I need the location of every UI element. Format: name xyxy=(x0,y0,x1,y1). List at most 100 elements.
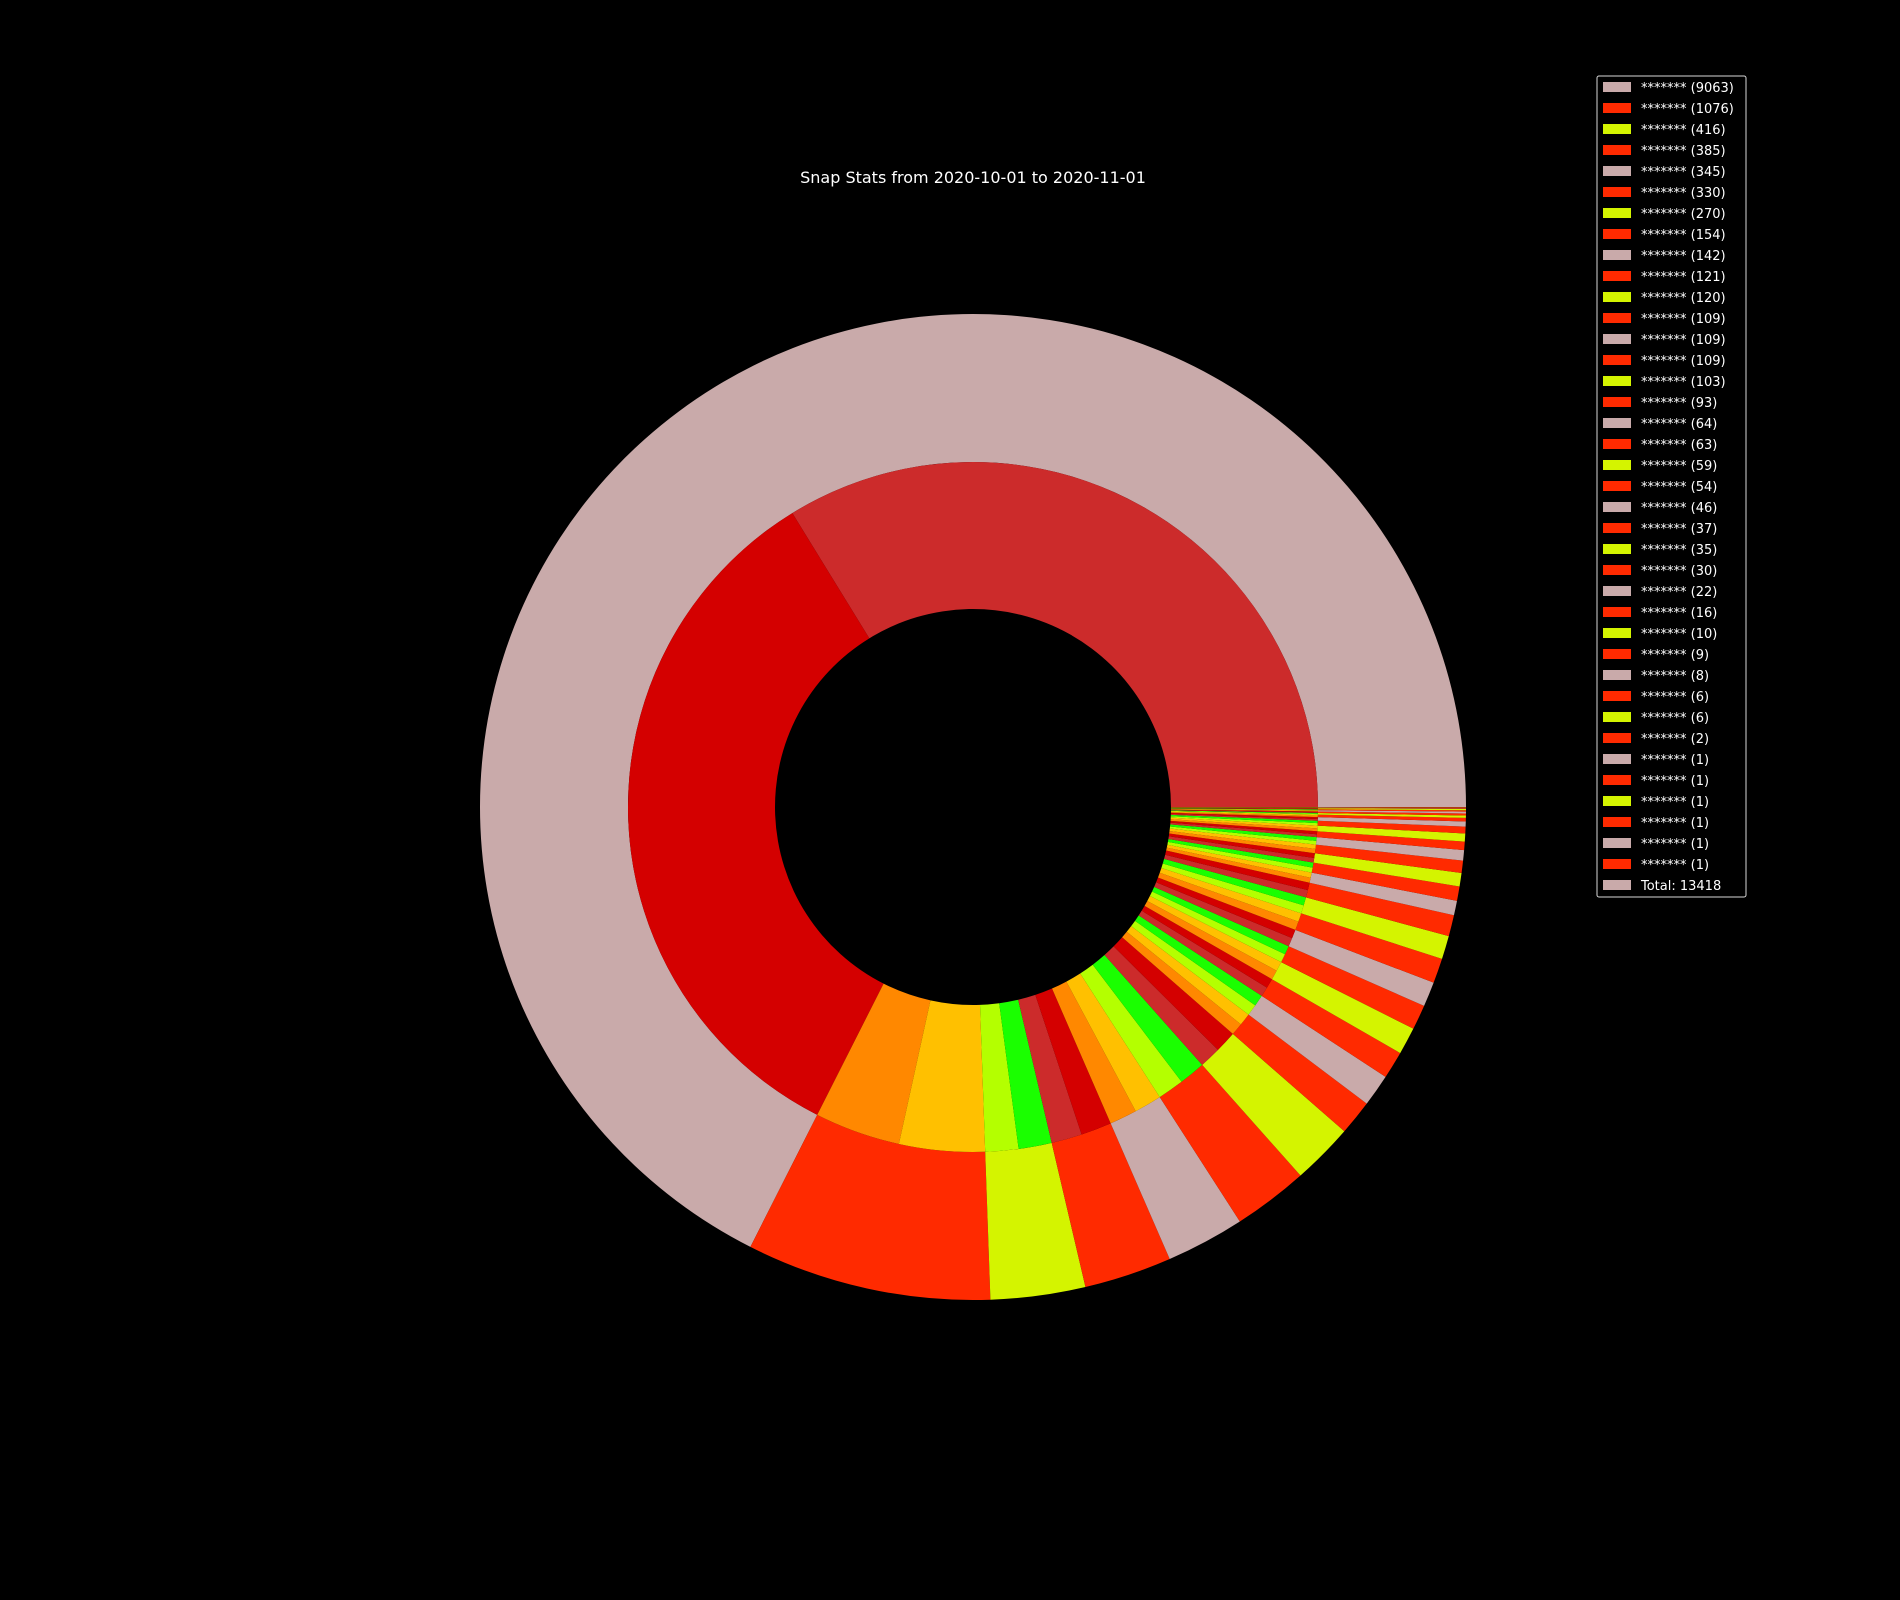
inner-slice xyxy=(1126,926,1249,1025)
inner-slice xyxy=(1170,807,1318,809)
legend-swatch xyxy=(1603,208,1631,218)
inner-slice xyxy=(1104,946,1219,1065)
legend-items: ******* (9063) ******* (1076) ******* (416… xyxy=(1603,81,1734,894)
legend-label: ******* (385) xyxy=(1641,144,1726,159)
legend-swatch xyxy=(1603,880,1631,890)
inner-slice xyxy=(1170,808,1318,810)
legend-swatch xyxy=(1603,481,1631,491)
legend-swatch xyxy=(1603,733,1631,743)
inner-slice xyxy=(1170,809,1318,812)
legend-label: ******* (93) xyxy=(1641,396,1717,411)
inner-slice xyxy=(1166,844,1312,878)
inner-slice xyxy=(1170,810,1318,814)
legend-label: ******* (63) xyxy=(1641,438,1717,453)
inner-slice xyxy=(1170,817,1318,829)
legend-label: ******* (109) xyxy=(1641,354,1726,369)
outer-slice xyxy=(1051,1123,1170,1288)
inner-slice xyxy=(1158,872,1299,930)
inner-slice xyxy=(1092,955,1203,1082)
legend-swatch xyxy=(1603,586,1631,596)
outer-slice xyxy=(1317,811,1466,816)
outer-slice xyxy=(1317,808,1466,811)
outer-slice xyxy=(985,1142,1086,1300)
legend-label: ******* (6) xyxy=(1641,711,1709,726)
legend-label: ******* (22) xyxy=(1641,585,1717,600)
legend-label: ******* (35) xyxy=(1641,543,1717,558)
inner-slice xyxy=(1066,973,1160,1112)
legend-label: ******* (103) xyxy=(1641,375,1726,390)
inner-slice xyxy=(1147,896,1282,971)
inner-slice xyxy=(1169,828,1316,849)
inner-slice xyxy=(817,983,931,1144)
legend-swatch xyxy=(1603,523,1631,533)
inner-slice xyxy=(1170,808,1318,811)
legend-label: ******* (1076) xyxy=(1641,102,1734,117)
outer-slice xyxy=(1315,837,1465,861)
legend-label: ******* (30) xyxy=(1641,564,1717,579)
inner-slice xyxy=(1138,910,1267,996)
legend-swatch xyxy=(1603,271,1631,281)
chart-title: Snap Stats from 2020-10-01 to 2020-11-01 xyxy=(800,168,1146,187)
legend-swatch xyxy=(1603,670,1631,680)
inner-slice xyxy=(1170,808,1318,811)
inner-slice xyxy=(1144,900,1277,980)
outer-slice xyxy=(1314,844,1464,874)
legend-label: ******* (1) xyxy=(1641,816,1709,831)
legend-label: ******* (330) xyxy=(1641,186,1726,201)
legend-swatch xyxy=(1603,229,1631,239)
inner-slice xyxy=(1162,858,1306,906)
legend-label: ******* (46) xyxy=(1641,501,1717,516)
legend-swatch xyxy=(1603,397,1631,407)
inner-slice xyxy=(1170,809,1318,813)
inner-slice xyxy=(1170,807,1318,809)
outer-slice xyxy=(1202,1033,1345,1176)
inner-slice xyxy=(1168,833,1315,858)
outer-slice xyxy=(1159,1064,1301,1222)
legend-label: ******* (109) xyxy=(1641,333,1726,348)
legend-label: ******* (1) xyxy=(1641,774,1709,789)
inner-slice xyxy=(1035,988,1111,1135)
outer-slice xyxy=(1317,817,1466,827)
legend-swatch xyxy=(1603,250,1631,260)
outer-slice xyxy=(1317,812,1466,818)
outer-slice xyxy=(1317,809,1466,812)
legend-swatch xyxy=(1603,376,1631,386)
outer-slice xyxy=(1288,929,1434,1006)
outer-slice xyxy=(1309,872,1457,916)
legend-swatch xyxy=(1603,838,1631,848)
legend-label: ******* (154) xyxy=(1641,228,1726,243)
legend-label: ******* (345) xyxy=(1641,165,1726,180)
legend-label: ******* (416) xyxy=(1641,123,1726,138)
inner-slice xyxy=(979,1003,1019,1152)
inner-slice xyxy=(999,999,1052,1149)
legend-swatch xyxy=(1603,103,1631,113)
inner-slice xyxy=(1156,877,1296,939)
inner-slice xyxy=(1170,812,1318,818)
inner-slice xyxy=(1135,915,1262,1006)
legend-swatch xyxy=(1603,124,1631,134)
inner-slice xyxy=(1080,964,1182,1098)
legend-label: ******* (6) xyxy=(1641,690,1709,705)
outer-slice xyxy=(1311,862,1460,901)
legend-swatch xyxy=(1603,859,1631,869)
legend-label: ******* (64) xyxy=(1641,417,1717,432)
legend-label: ******* (37) xyxy=(1641,522,1717,537)
legend: ******* (9063) ******* (1076) ******* (416… xyxy=(1596,75,1747,898)
inner-slice xyxy=(1131,920,1256,1015)
inner-slice xyxy=(1167,838,1314,868)
legend-swatch xyxy=(1603,145,1631,155)
inner-slice xyxy=(1170,824,1317,841)
inner-slice xyxy=(1165,850,1310,891)
outer-slice xyxy=(1317,820,1466,834)
legend-swatch xyxy=(1603,649,1631,659)
legend-label: ******* (109) xyxy=(1641,312,1726,327)
legend-label: Total: 13418 xyxy=(1640,879,1721,894)
inner-slice xyxy=(898,1000,986,1153)
inner-slice xyxy=(1170,808,1318,810)
inner-slice xyxy=(1052,981,1136,1124)
inner-slice xyxy=(1170,810,1318,813)
legend-label: ******* (10) xyxy=(1641,627,1717,642)
legend-swatch xyxy=(1603,796,1631,806)
legend-swatch xyxy=(1603,544,1631,554)
